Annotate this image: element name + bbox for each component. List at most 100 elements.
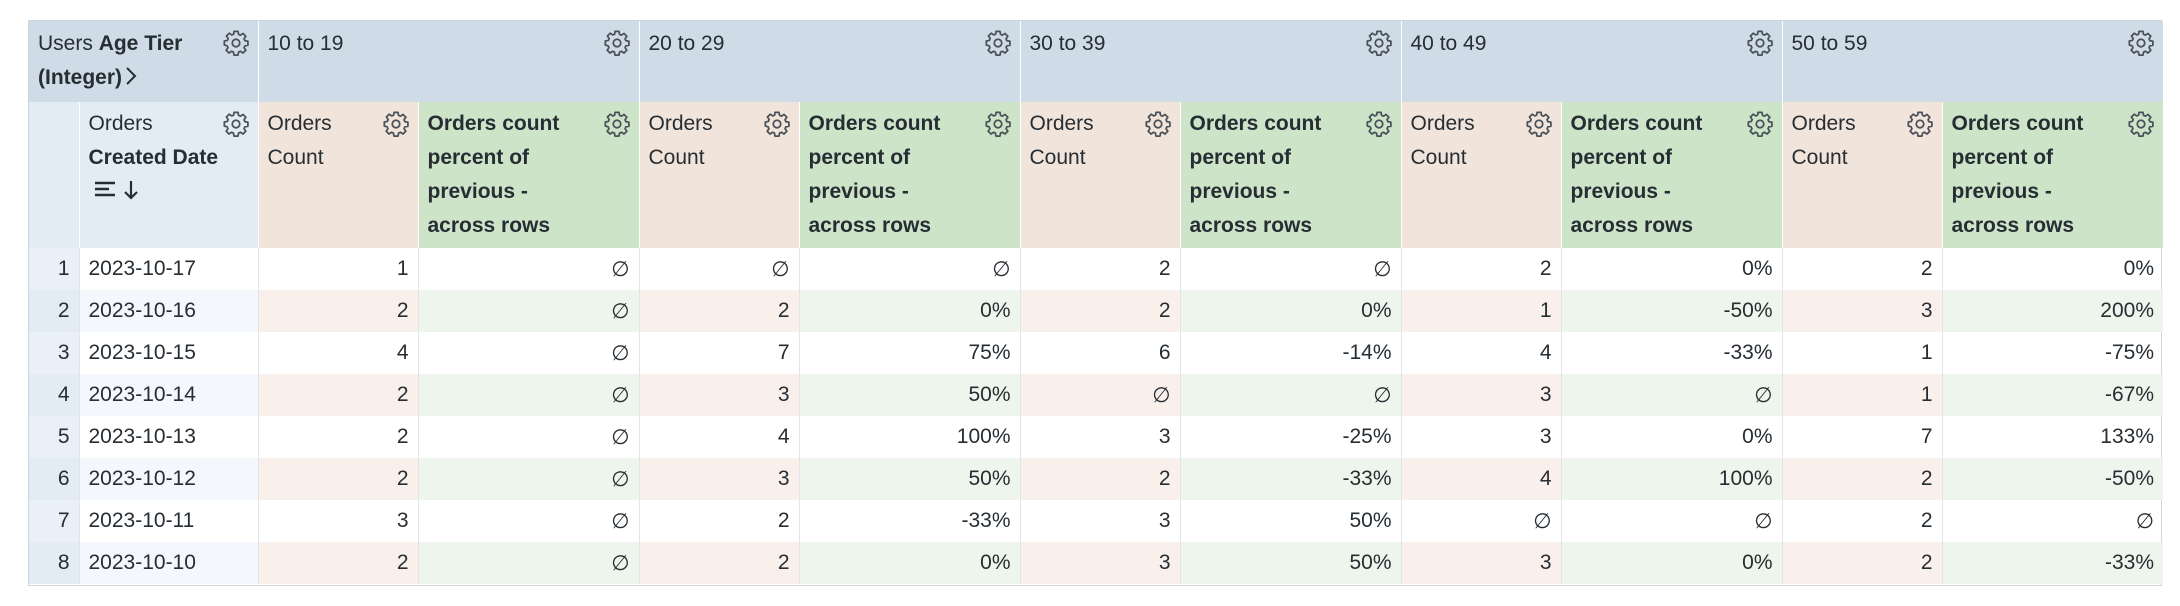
percent-cell: ∅ [417, 416, 639, 458]
count-cell: 2 [257, 458, 418, 500]
settings-icon[interactable] [1746, 110, 1774, 138]
measure-field: Count [1410, 146, 1467, 169]
measure-header: Orders Count [257, 102, 418, 248]
measure-header-row: Orders Created Date Orders Count Orders coun… [29, 102, 2163, 248]
count-cell: 2 [1781, 542, 1942, 584]
percent-cell: ∅ [417, 374, 639, 416]
percent-cell: 200% [1941, 290, 2163, 332]
percent-cell: 0% [798, 290, 1020, 332]
count-cell: 3 [1019, 542, 1180, 584]
settings-icon[interactable] [382, 110, 410, 138]
expand-chevron[interactable] [122, 66, 140, 86]
data-row: 6 2023-10-12 2 ∅ 3 50% 2 -33% 4 100% 2 -50% [29, 458, 2163, 500]
data-row: 4 2023-10-14 2 ∅ 3 50% ∅ ∅ 3 ∅ 1 -67% [29, 374, 2163, 416]
percent-cell: -25% [1179, 416, 1401, 458]
settings-icon[interactable] [984, 29, 1012, 57]
percent-cell: 75% [798, 332, 1020, 374]
count-cell: 7 [1781, 416, 1942, 458]
sort-icon[interactable] [93, 179, 141, 201]
percent-cell: -50% [1560, 290, 1782, 332]
count-cell: 2 [257, 290, 418, 332]
table-calc-label: Orders count percent of previous - acros… [1570, 112, 1703, 237]
count-cell: 2 [638, 290, 799, 332]
settings-icon[interactable] [603, 29, 631, 57]
measure-field: Count [1791, 146, 1848, 169]
count-cell: 3 [1019, 500, 1180, 542]
count-cell: 3 [257, 500, 418, 542]
data-row: 8 2023-10-10 2 ∅ 2 0% 3 50% 3 0% 2 -33% [29, 542, 2163, 584]
percent-cell: ∅ [417, 542, 639, 584]
count-cell: 3 [1019, 416, 1180, 458]
percent-cell: -33% [1560, 332, 1782, 374]
row-index: 1 [29, 248, 79, 290]
percent-cell: -33% [1179, 458, 1401, 500]
count-cell: 4 [257, 332, 418, 374]
row-date: 2023-10-16 [78, 290, 258, 332]
count-cell: 3 [1400, 416, 1561, 458]
dimension-suffix: (Integer) [38, 66, 122, 89]
settings-icon[interactable] [984, 110, 1012, 138]
settings-icon[interactable] [2127, 29, 2155, 57]
settings-icon[interactable] [222, 29, 250, 57]
settings-icon[interactable] [1365, 29, 1393, 57]
pivot-value-header: 20 to 29 [638, 21, 1020, 102]
data-row: 5 2023-10-13 2 ∅ 4 100% 3 -25% 3 0% 7 133% [29, 416, 2163, 458]
percent-cell: ∅ [1179, 374, 1401, 416]
count-cell: 3 [1400, 374, 1561, 416]
percent-cell: ∅ [417, 248, 639, 290]
percent-cell: -50% [1941, 458, 2163, 500]
row-date: 2023-10-14 [78, 374, 258, 416]
row-index: 3 [29, 332, 79, 374]
settings-icon[interactable] [603, 110, 631, 138]
count-cell: 2 [1781, 500, 1942, 542]
data-row: 3 2023-10-15 4 ∅ 7 75% 6 -14% 4 -33% 1 -75% [29, 332, 2163, 374]
percent-cell: -67% [1941, 374, 2163, 416]
settings-icon[interactable] [1525, 110, 1553, 138]
settings-icon[interactable] [1365, 110, 1393, 138]
pivot-value-header: 30 to 39 [1019, 21, 1401, 102]
settings-icon[interactable] [1144, 110, 1172, 138]
table-calc-label: Orders count percent of previous - acros… [1189, 112, 1322, 237]
table-calc-label: Orders count percent of previous - acros… [808, 112, 941, 237]
settings-icon[interactable] [2127, 110, 2155, 138]
pivot-value-header: 10 to 19 [257, 21, 639, 102]
measure-field: Count [267, 146, 324, 169]
pivot-table: Users Age Tier (Integer) 10 to 19 20 to 29 3… [29, 21, 2163, 584]
row-field: Created Date [88, 146, 219, 169]
measure-field: Count [648, 146, 705, 169]
settings-icon[interactable] [763, 110, 791, 138]
measure-view: Orders [267, 112, 332, 135]
percent-cell: -33% [798, 500, 1020, 542]
pivot-value-header: 40 to 49 [1400, 21, 1782, 102]
table-calc-header: Orders count percent of previous - acros… [1179, 102, 1401, 248]
measure-field: Count [1029, 146, 1086, 169]
count-cell: 4 [1400, 458, 1561, 500]
percent-cell: 0% [1941, 248, 2163, 290]
pivot-header-row: Users Age Tier (Integer) 10 to 19 20 to 29 3… [29, 21, 2163, 102]
row-date: 2023-10-12 [78, 458, 258, 500]
count-cell: 2 [1400, 248, 1561, 290]
settings-icon[interactable] [1746, 29, 1774, 57]
count-cell: 6 [1019, 332, 1180, 374]
measure-view: Orders [648, 112, 713, 135]
percent-cell: 0% [1560, 416, 1782, 458]
settings-icon[interactable] [222, 110, 250, 138]
table-calc-label: Orders count percent of previous - acros… [427, 112, 560, 237]
percent-cell: ∅ [1179, 248, 1401, 290]
count-cell: 2 [1781, 248, 1942, 290]
percent-cell: 50% [798, 458, 1020, 500]
percent-cell: -33% [1941, 542, 2163, 584]
percent-cell: ∅ [417, 332, 639, 374]
count-cell: 2 [1781, 458, 1942, 500]
row-index: 2 [29, 290, 79, 332]
measure-view: Orders [1410, 112, 1475, 135]
count-cell: ∅ [1400, 500, 1561, 542]
count-cell: 4 [1400, 332, 1561, 374]
settings-icon[interactable] [1906, 110, 1934, 138]
percent-cell: 0% [1560, 542, 1782, 584]
percent-cell: 100% [798, 416, 1020, 458]
count-cell: 7 [638, 332, 799, 374]
percent-cell: -75% [1941, 332, 2163, 374]
percent-cell: 133% [1941, 416, 2163, 458]
row-date: 2023-10-17 [78, 248, 258, 290]
